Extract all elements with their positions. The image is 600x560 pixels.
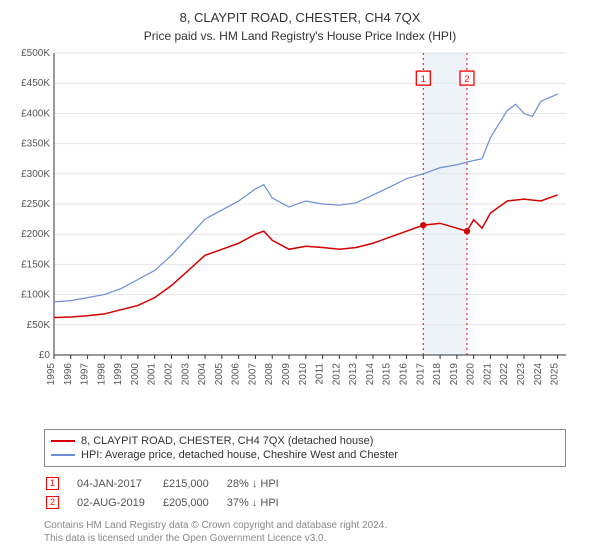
svg-text:2001: 2001 bbox=[147, 363, 158, 386]
svg-text:2010: 2010 bbox=[298, 363, 309, 386]
svg-text:2013: 2013 bbox=[348, 363, 359, 386]
sale-price: £215,000 bbox=[163, 475, 225, 492]
legend-item-price-paid: 8, CLAYPIT ROAD, CHESTER, CH4 7QX (detac… bbox=[51, 434, 559, 448]
svg-text:£250K: £250K bbox=[21, 199, 50, 210]
svg-text:1998: 1998 bbox=[96, 363, 107, 386]
sale-marker-2: 2 bbox=[46, 496, 59, 509]
svg-text:£200K: £200K bbox=[21, 229, 50, 240]
svg-text:2022: 2022 bbox=[499, 363, 510, 386]
footer-attribution: Contains HM Land Registry data © Crown c… bbox=[44, 519, 566, 545]
table-row: 1 04-JAN-2017 £215,000 28% ↓ HPI bbox=[46, 475, 295, 492]
svg-text:£450K: £450K bbox=[21, 78, 50, 89]
svg-text:2025: 2025 bbox=[550, 363, 561, 386]
svg-text:1997: 1997 bbox=[80, 363, 91, 386]
legend-swatch bbox=[51, 440, 75, 442]
legend-box: 8, CLAYPIT ROAD, CHESTER, CH4 7QX (detac… bbox=[44, 429, 566, 467]
svg-text:2000: 2000 bbox=[130, 363, 141, 386]
sales-table: 1 04-JAN-2017 £215,000 28% ↓ HPI 2 02-AU… bbox=[44, 473, 297, 513]
svg-text:2023: 2023 bbox=[516, 363, 527, 386]
sale-price: £205,000 bbox=[163, 494, 225, 511]
svg-text:2003: 2003 bbox=[180, 363, 191, 386]
svg-text:2011: 2011 bbox=[315, 363, 326, 385]
svg-text:2014: 2014 bbox=[365, 363, 376, 386]
svg-text:2012: 2012 bbox=[331, 363, 342, 386]
svg-text:1999: 1999 bbox=[113, 363, 124, 386]
sale-date: 04-JAN-2017 bbox=[77, 475, 161, 492]
table-row: 2 02-AUG-2019 £205,000 37% ↓ HPI bbox=[46, 494, 295, 511]
svg-text:2008: 2008 bbox=[264, 363, 275, 386]
svg-text:1996: 1996 bbox=[63, 363, 74, 386]
svg-text:2018: 2018 bbox=[432, 363, 443, 386]
footer-line: This data is licensed under the Open Gov… bbox=[44, 532, 566, 545]
svg-text:£150K: £150K bbox=[21, 259, 50, 270]
chart-subtitle: Price paid vs. HM Land Registry's House … bbox=[0, 25, 600, 43]
svg-text:2019: 2019 bbox=[449, 363, 460, 386]
svg-text:2015: 2015 bbox=[382, 363, 393, 386]
svg-text:2007: 2007 bbox=[247, 363, 258, 386]
svg-text:£50K: £50K bbox=[27, 320, 51, 331]
sale-marker-1: 1 bbox=[46, 477, 59, 490]
svg-text:£0: £0 bbox=[39, 350, 51, 361]
svg-text:2009: 2009 bbox=[281, 363, 292, 386]
chart-title: 8, CLAYPIT ROAD, CHESTER, CH4 7QX bbox=[0, 0, 600, 25]
svg-text:2005: 2005 bbox=[214, 363, 225, 386]
sale-diff: 37% ↓ HPI bbox=[227, 494, 295, 511]
footer-line: Contains HM Land Registry data © Crown c… bbox=[44, 519, 566, 532]
sale-diff: 28% ↓ HPI bbox=[227, 475, 295, 492]
svg-text:1995: 1995 bbox=[46, 363, 57, 386]
svg-text:2017: 2017 bbox=[415, 363, 426, 386]
svg-text:£300K: £300K bbox=[21, 169, 50, 180]
svg-text:£400K: £400K bbox=[21, 108, 50, 119]
svg-text:£350K: £350K bbox=[21, 139, 50, 150]
svg-text:2004: 2004 bbox=[197, 363, 208, 386]
svg-text:£100K: £100K bbox=[21, 290, 50, 301]
legend-label: 8, CLAYPIT ROAD, CHESTER, CH4 7QX (detac… bbox=[81, 435, 373, 447]
svg-text:2016: 2016 bbox=[399, 363, 410, 386]
legend-label: HPI: Average price, detached house, Ches… bbox=[81, 449, 398, 461]
line-chart: £0 £50K £100K £150K £200K £250K £300K £350K £400… bbox=[10, 43, 590, 423]
svg-text:2021: 2021 bbox=[482, 363, 493, 386]
svg-text:1: 1 bbox=[421, 74, 426, 84]
chart-area: £0 £50K £100K £150K £200K £250K £300K £350K £400… bbox=[10, 43, 590, 423]
legend-swatch bbox=[51, 454, 75, 456]
legend-item-hpi: HPI: Average price, detached house, Ches… bbox=[51, 448, 559, 462]
svg-text:2024: 2024 bbox=[533, 363, 544, 386]
svg-text:2: 2 bbox=[464, 74, 469, 84]
svg-text:2006: 2006 bbox=[231, 363, 242, 386]
svg-text:£500K: £500K bbox=[21, 48, 50, 59]
sale-date: 02-AUG-2019 bbox=[77, 494, 161, 511]
svg-text:2002: 2002 bbox=[164, 363, 175, 386]
svg-text:2020: 2020 bbox=[466, 363, 477, 386]
page: 8, CLAYPIT ROAD, CHESTER, CH4 7QX Price … bbox=[0, 0, 600, 560]
